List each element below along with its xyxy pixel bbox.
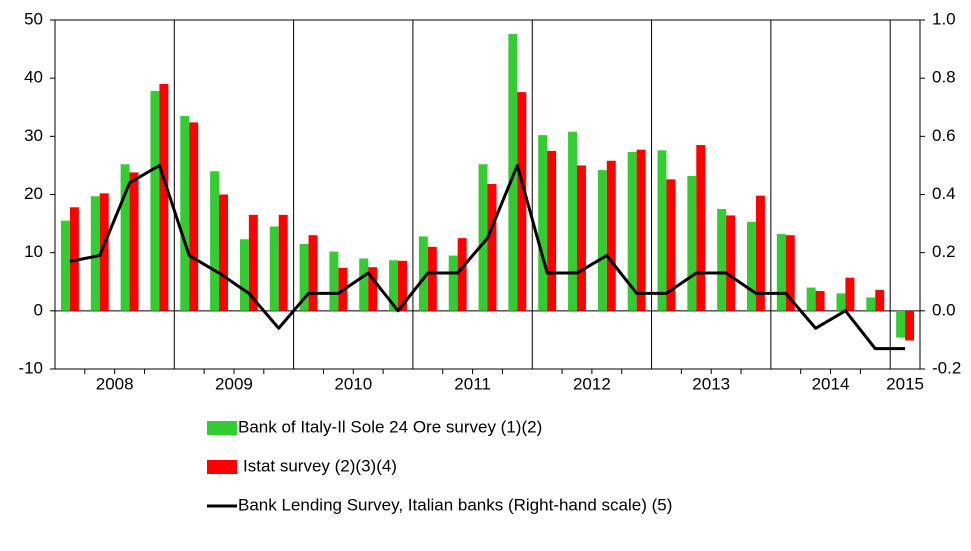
bar [129,172,139,311]
y2-tick-label: 0.2 [932,242,956,261]
bar [219,194,228,311]
bar [726,215,736,311]
bar [427,246,437,311]
bar [418,236,428,311]
bar [278,214,288,311]
y-tick-label: 50 [24,9,43,28]
y-tick-label: 30 [24,126,43,145]
bar [568,131,577,311]
legend-label: Bank of Italy-Il Sole 24 Ore survey (1)(… [238,417,542,436]
bar [180,115,190,311]
legend-swatch [207,460,237,474]
line [69,163,906,351]
bar [875,289,885,311]
bar [747,221,756,311]
bar [517,92,527,311]
y2-tick-label: 0.0 [932,300,956,319]
bar [90,196,100,311]
bar [60,220,70,311]
legend-label: Istat survey (2)(3)(4) [243,456,397,475]
bar [606,160,616,311]
y-tick-label: 0 [34,300,43,319]
bar [159,83,169,311]
bar [329,251,339,311]
bar [806,287,816,311]
bar [597,170,607,311]
legend-swatch [207,421,237,435]
bar [120,164,130,311]
bar [755,195,765,311]
bar [487,184,497,311]
bar [210,171,220,311]
bar [448,255,458,311]
y2-tick-label: 0.6 [932,126,956,145]
legend-label: Bank Lending Survey, Italian banks (Righ… [238,495,672,514]
y-tick-label: 20 [24,184,43,203]
bar [866,297,876,311]
y2-tick-label: -0.2 [932,358,961,377]
bar [398,260,407,311]
bar [99,193,109,311]
bar [239,239,249,311]
bar [815,291,825,311]
bar [717,209,727,311]
bar [538,135,548,311]
x-year-label: 2009 [215,374,253,393]
legend: Bank of Italy-Il Sole 24 Ore survey (1)(… [207,417,672,514]
bar [359,258,369,311]
bar [269,226,279,311]
y2-tick-label: 0.8 [932,68,956,87]
bar [627,152,637,311]
bar [687,175,697,311]
bar [248,214,258,311]
bar [785,235,795,311]
bar [666,179,676,311]
bar [576,165,586,311]
x-year-label: 2011 [454,374,491,393]
bar [299,243,309,311]
bar [845,277,855,311]
bar [150,90,160,311]
x-year-label: 2014 [812,374,850,393]
bar [896,310,906,338]
bar [696,145,706,311]
x-year-label: 2008 [96,374,134,393]
bar [636,149,646,311]
bar [776,234,786,311]
bar [657,150,667,311]
bar [905,310,915,341]
bar [478,164,488,311]
x-year-label: 2010 [334,374,372,393]
x-year-label: 2013 [692,374,730,393]
y2-tick-label: 1.0 [932,9,956,28]
x-year-label: 2015 [886,374,924,393]
bar [836,293,846,311]
bar [457,238,467,311]
y-tick-label: -10 [18,358,43,377]
y-tick-label: 10 [24,242,43,261]
x-year-label: 2012 [573,374,611,393]
bar [547,150,557,311]
y-tick-label: 40 [24,68,43,87]
bar [189,122,199,311]
bar [389,260,399,311]
bar [368,267,378,311]
bar [308,235,318,311]
y2-tick-label: 0.4 [932,184,956,203]
